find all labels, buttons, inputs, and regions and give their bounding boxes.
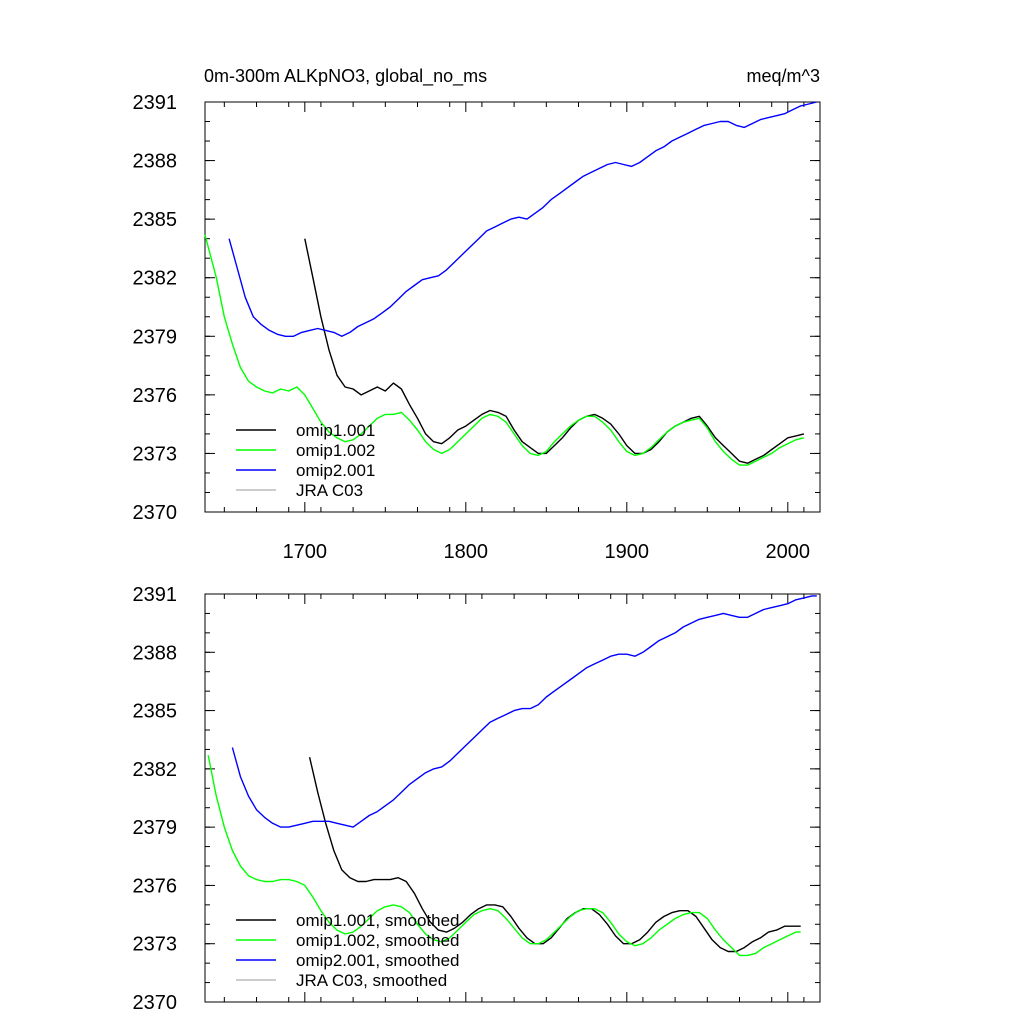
- y-tick-label: 2391: [133, 584, 178, 606]
- y-tick-label: 2376: [133, 385, 178, 407]
- legend-label: omip1.002, smoothed: [296, 931, 460, 950]
- legend-label: omip1.001, smoothed: [296, 911, 460, 930]
- x-tick-label: 1800: [444, 541, 489, 563]
- chart-title: 0m-300m ALKpNO3, global_no_ms: [204, 66, 487, 87]
- series-line: [207, 755, 801, 957]
- y-tick-label: 2370: [133, 502, 178, 524]
- plot-frame: [204, 101, 821, 513]
- legend-label: JRA C03: [296, 481, 363, 500]
- y-tick-label: 2382: [133, 268, 178, 290]
- x-tick-label: 1700: [283, 541, 328, 563]
- series-line: [231, 595, 817, 828]
- plot-frame: [204, 593, 821, 1003]
- legend-label: omip1.002: [296, 441, 375, 460]
- y-tick-label: 2385: [133, 209, 178, 231]
- bottom-panel: 2370 2373 2376 2379 2382 2385 2388 2391 omip1.00…: [133, 584, 821, 1014]
- x-tick-label: 2000: [766, 541, 811, 563]
- y-tick-label: 2391: [133, 92, 178, 114]
- series-line: [304, 238, 805, 464]
- y-tick-label: 2373: [133, 443, 178, 465]
- series-line: [204, 234, 805, 466]
- legend-label: omip2.001: [296, 461, 375, 480]
- y-tick-label: 2373: [133, 934, 178, 956]
- y-tick-label: 2388: [133, 151, 178, 173]
- y-tick-label: 2388: [133, 642, 178, 664]
- x-tick-label: 1900: [605, 541, 650, 563]
- legend-label: omip1.001: [296, 421, 375, 440]
- y-tick-label: 2385: [133, 701, 178, 723]
- y-tick-label: 2382: [133, 759, 178, 781]
- y-tick-label: 2376: [133, 875, 178, 897]
- y-tick-label: 2370: [133, 992, 178, 1014]
- legend-label: JRA C03, smoothed: [296, 971, 447, 990]
- units-label: meq/m^3: [747, 66, 820, 86]
- top-panel: 1700 1800 1900 2000 2370 2373 2376 2379 2382 2385…: [133, 92, 821, 563]
- legend-label: omip2.001, smoothed: [296, 951, 460, 970]
- series-line: [228, 101, 817, 337]
- series-line: [308, 757, 801, 953]
- y-tick-label: 2379: [133, 817, 178, 839]
- y-tick-label: 2379: [133, 326, 178, 348]
